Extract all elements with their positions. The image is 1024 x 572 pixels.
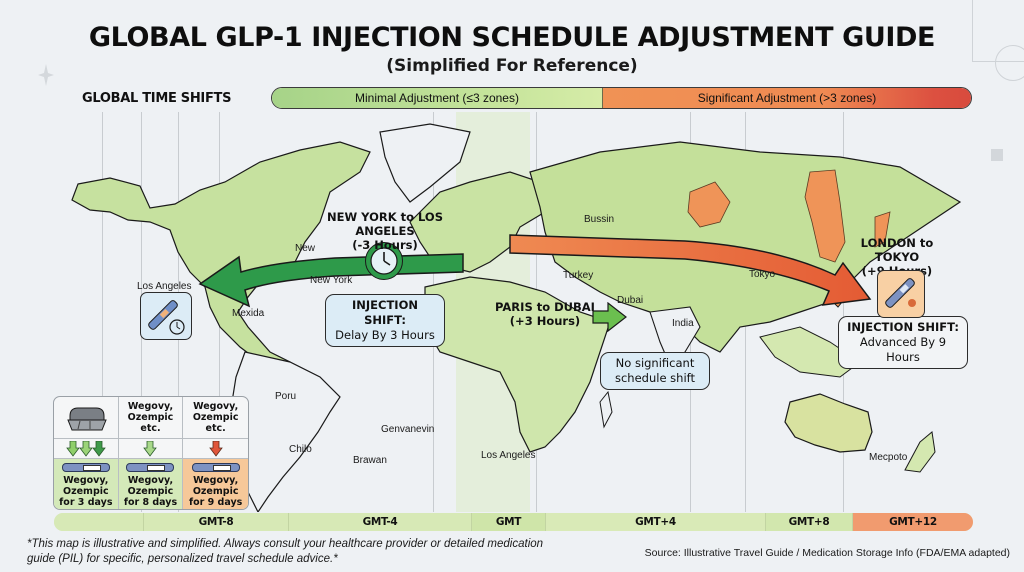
city-label: Turkey bbox=[563, 270, 594, 281]
city-label: Dubai bbox=[617, 295, 644, 306]
city-label: New bbox=[295, 243, 316, 254]
red-arrow-icon bbox=[183, 439, 248, 459]
injection-pen-clock-icon bbox=[140, 292, 192, 340]
time-shift-scale-bar: Minimal Adjustment (≤3 zones) Significan… bbox=[271, 87, 972, 109]
decorative-circle bbox=[995, 45, 1024, 81]
city-label: Los Angeles bbox=[137, 281, 192, 292]
gmt-segment: GMT+12 bbox=[853, 513, 973, 531]
gmt-segment: GMT+8 bbox=[766, 513, 853, 531]
source-citation: Source: Illustrative Travel Guide / Medi… bbox=[644, 547, 1010, 559]
route-ny-la-title: NEW YORK to LOS ANGELES (-3 Hours) bbox=[326, 210, 443, 252]
city-label: Tokyo bbox=[749, 269, 776, 280]
paris-to-dubai-arrow bbox=[592, 302, 627, 332]
london-tokyo-injection-shift-callout: INJECTION SHIFT: Advanced By 9 Hours bbox=[838, 316, 968, 369]
city-label: New York bbox=[310, 275, 353, 286]
medication-legend: Wegovy, Ozempic etc. Wegovy, Ozempic etc. We… bbox=[53, 396, 249, 510]
city-label: India bbox=[672, 318, 694, 329]
paris-dubai-callout: No significant schedule shift bbox=[600, 352, 710, 390]
city-label: Mecpoto bbox=[869, 452, 908, 463]
injection-pen-icon bbox=[61, 462, 110, 472]
time-shift-scale-label: GLOBAL TIME SHIFTS bbox=[82, 91, 232, 106]
ny-la-injection-shift-callout: INJECTION SHIFT: Delay By 3 Hours bbox=[325, 294, 445, 347]
london-to-tokyo-arrow bbox=[509, 234, 872, 306]
legend-medication-label: Wegovy, Ozempic etc. bbox=[183, 397, 248, 439]
decorative-square bbox=[991, 149, 1003, 161]
city-label: Bussin bbox=[584, 214, 615, 225]
gmt-scale-bar: GMT-8 GMT-4 GMT GMT+4 GMT+8 GMT+12 bbox=[54, 513, 973, 531]
continents-layer bbox=[71, 112, 962, 512]
gmt-segment bbox=[54, 513, 144, 531]
legend-medication-label: Wegovy, Ozempic etc. bbox=[118, 397, 184, 439]
legend-duration-8-days: Wegovy, Ozempic for 8 days bbox=[118, 459, 184, 509]
page-title: GLOBAL GLP-1 INJECTION SCHEDULE ADJUSTME… bbox=[88, 22, 936, 53]
sparkle-icon bbox=[38, 64, 54, 86]
world-map: NEW YORK to LOS ANGELES (-3 Hours) PARIS… bbox=[0, 112, 1024, 512]
minimal-adjustment-segment: Minimal Adjustment (≤3 zones) bbox=[272, 88, 603, 108]
travel-case-icon bbox=[54, 397, 119, 439]
city-label: Brawan bbox=[353, 455, 387, 466]
route-paris-dubai-title: PARIS to DUBAI (+3 Hours) bbox=[495, 300, 595, 328]
injection-pen-icon bbox=[877, 270, 925, 318]
legend-duration-9-days: Wegovy, Ozempic for 9 days bbox=[183, 459, 248, 509]
triple-green-arrow-icon bbox=[54, 439, 119, 459]
clock-icon bbox=[365, 242, 403, 280]
legend-duration-3-days: Wegovy, Ozempic for 3 days bbox=[54, 459, 119, 509]
city-label: Mexida bbox=[232, 308, 265, 319]
city-label: Los Angeles bbox=[481, 450, 536, 461]
city-label: Genvanevin bbox=[381, 424, 435, 435]
city-label: Chilo bbox=[289, 444, 312, 455]
gmt-segment: GMT-8 bbox=[144, 513, 289, 531]
gmt-segment: GMT-4 bbox=[289, 513, 472, 531]
city-label: Poru bbox=[275, 391, 297, 402]
disclaimer-footnote: *This map is illustrative and simplified… bbox=[27, 538, 544, 565]
injection-pen-icon bbox=[126, 462, 175, 472]
significant-adjustment-segment: Significant Adjustment (>3 zones) bbox=[603, 88, 971, 108]
gmt-segment: GMT+4 bbox=[546, 513, 766, 531]
green-arrow-icon bbox=[118, 439, 184, 459]
injection-pen-icon bbox=[191, 462, 240, 472]
page-subtitle: (Simplified For Reference) bbox=[386, 56, 638, 76]
gmt-segment: GMT bbox=[472, 513, 546, 531]
